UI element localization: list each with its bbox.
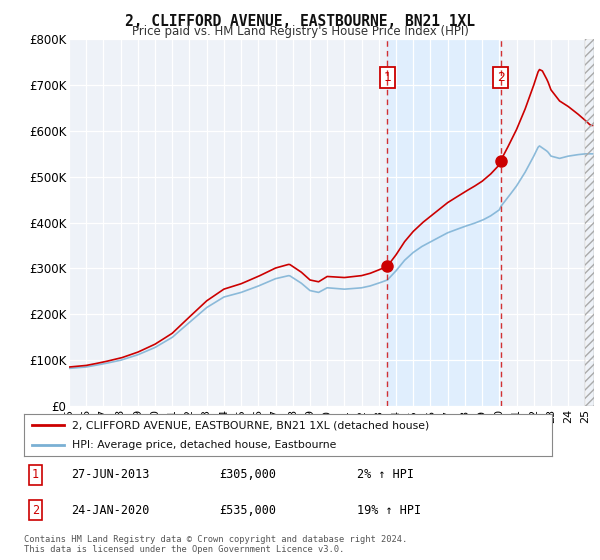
Text: Price paid vs. HM Land Registry's House Price Index (HPI): Price paid vs. HM Land Registry's House … — [131, 25, 469, 38]
Text: 27-JUN-2013: 27-JUN-2013 — [71, 468, 150, 482]
Text: 1: 1 — [32, 468, 39, 482]
Text: 24-JAN-2020: 24-JAN-2020 — [71, 504, 150, 517]
Text: 19% ↑ HPI: 19% ↑ HPI — [356, 504, 421, 517]
Text: 1: 1 — [383, 71, 391, 84]
Text: £535,000: £535,000 — [220, 504, 277, 517]
Text: 2: 2 — [32, 504, 39, 517]
Text: Contains HM Land Registry data © Crown copyright and database right 2024.
This d: Contains HM Land Registry data © Crown c… — [24, 535, 407, 554]
Text: £305,000: £305,000 — [220, 468, 277, 482]
Bar — [388, 39, 501, 406]
Text: 2: 2 — [497, 71, 505, 84]
Text: 2, CLIFFORD AVENUE, EASTBOURNE, BN21 1XL (detached house): 2, CLIFFORD AVENUE, EASTBOURNE, BN21 1XL… — [71, 421, 429, 430]
Text: HPI: Average price, detached house, Eastbourne: HPI: Average price, detached house, East… — [71, 441, 336, 450]
Text: 2, CLIFFORD AVENUE, EASTBOURNE, BN21 1XL: 2, CLIFFORD AVENUE, EASTBOURNE, BN21 1XL — [125, 14, 475, 29]
Text: 2% ↑ HPI: 2% ↑ HPI — [356, 468, 413, 482]
